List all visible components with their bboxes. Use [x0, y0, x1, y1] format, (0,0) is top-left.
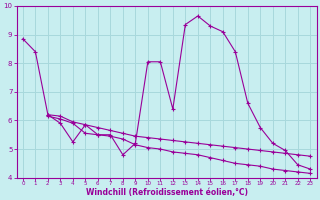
- X-axis label: Windchill (Refroidissement éolien,°C): Windchill (Refroidissement éolien,°C): [85, 188, 248, 197]
